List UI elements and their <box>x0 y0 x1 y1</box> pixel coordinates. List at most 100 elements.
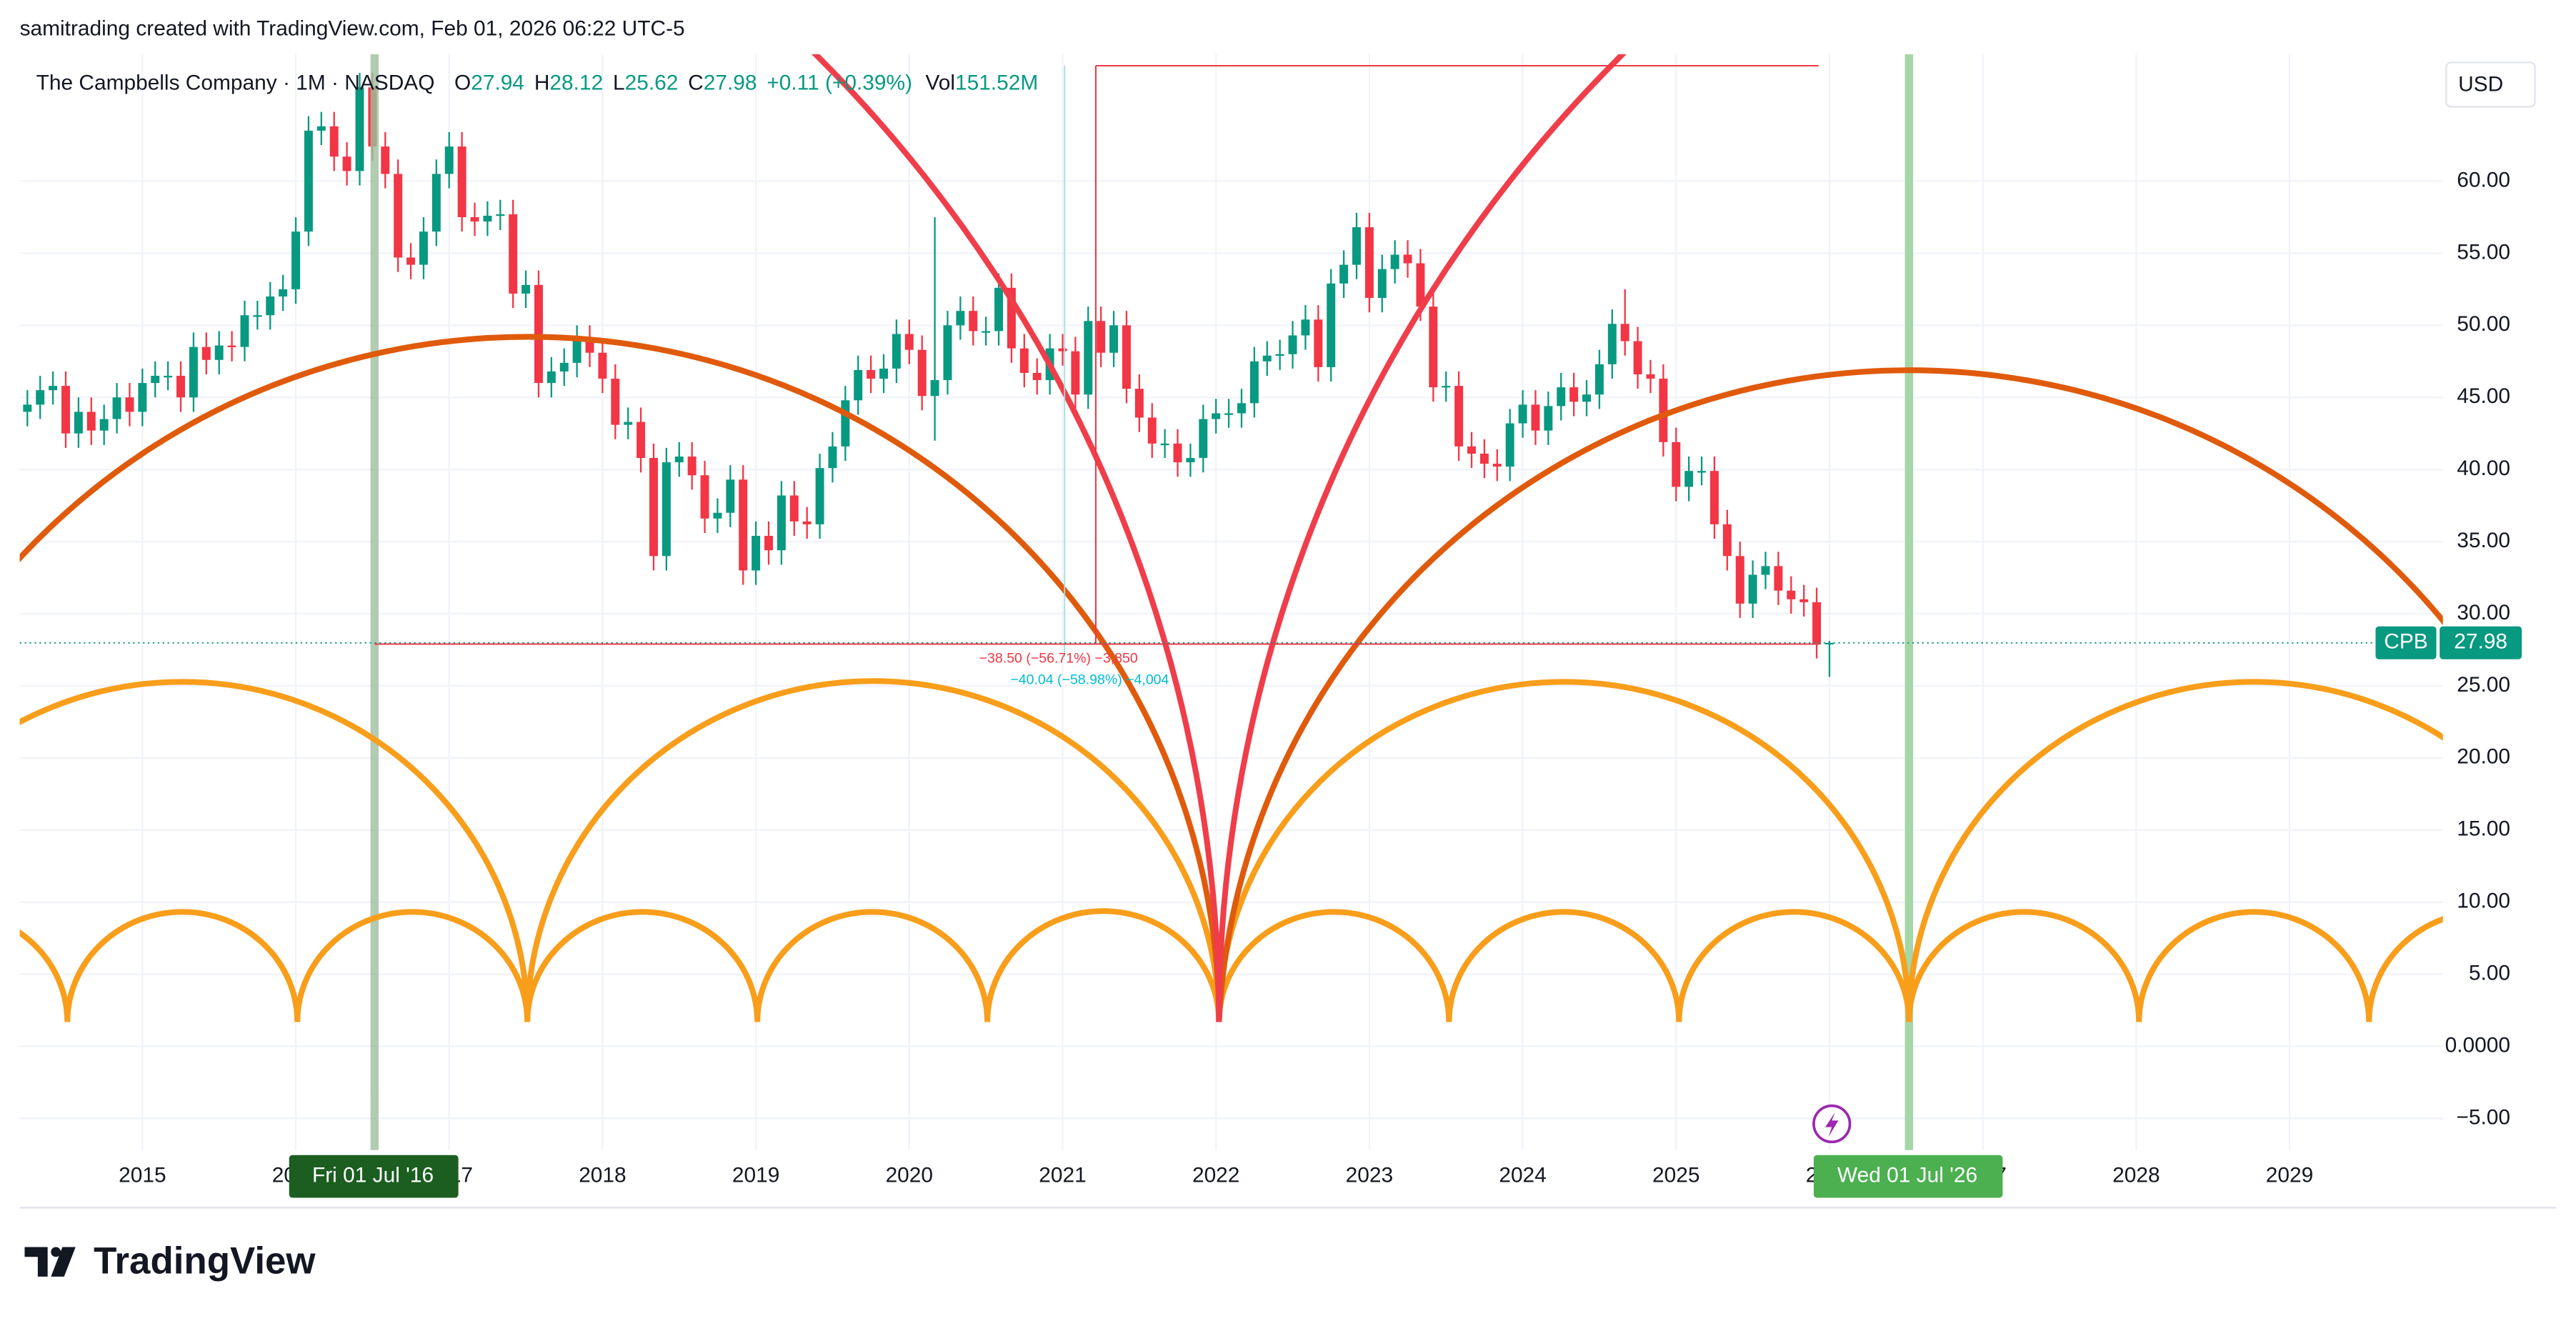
candle-body <box>1327 283 1336 367</box>
legend-key: O <box>454 71 471 94</box>
x-tick-label: 2024 <box>1499 1164 1546 1187</box>
candle-body <box>1019 348 1029 373</box>
candle-body <box>1032 372 1042 381</box>
candle-body <box>943 325 952 381</box>
candle-body <box>355 87 364 171</box>
candle-body <box>1442 386 1451 388</box>
y-tick-label: 0.0000 <box>2445 1033 2510 1057</box>
candle-body <box>1748 574 1757 604</box>
candle-body <box>189 347 198 398</box>
price-tag: CPB 27.98 <box>2375 626 2522 659</box>
price-tag-symbol: CPB <box>2384 630 2427 654</box>
logo-mark <box>24 1247 48 1277</box>
candle-body <box>201 347 211 360</box>
x-tick-label: 2018 <box>579 1164 626 1187</box>
candle-body <box>483 215 492 222</box>
legend-key: C <box>688 71 704 94</box>
candle-body <box>636 422 646 459</box>
candle-body <box>1339 264 1349 284</box>
candle-body <box>1761 566 1770 575</box>
candle-body <box>1824 642 1834 645</box>
candle-body <box>521 284 531 294</box>
candle-body <box>1787 590 1796 599</box>
candle-body <box>227 345 236 347</box>
date-label: Fri 01 Jul '16 <box>312 1164 434 1187</box>
legend-value: 27.98 <box>704 71 757 94</box>
y-tick-label: 35.00 <box>2457 529 2510 552</box>
date-label: Wed 01 Jul '26 <box>1837 1164 1977 1187</box>
y-tick-label: 25.00 <box>2457 673 2510 697</box>
candle-body <box>61 386 70 434</box>
logo: TradingView <box>24 1240 316 1282</box>
candle-body <box>1364 227 1374 298</box>
candle-body <box>828 446 837 469</box>
axes: −5.00 0.0000 5.00 10.00 15.00 20.00 25.00 30.00… <box>119 168 2510 1187</box>
currency-box[interactable] <box>2445 61 2536 108</box>
candle-body <box>854 369 863 401</box>
candle-body <box>1492 464 1502 467</box>
x-tick-label: 2029 <box>2266 1164 2313 1187</box>
candle-body <box>534 284 543 384</box>
candle-body <box>572 339 581 363</box>
candle-body <box>649 458 658 557</box>
x-tick-label: 2021 <box>1039 1164 1086 1187</box>
candle-body <box>36 390 45 405</box>
candle-body <box>1199 419 1208 459</box>
candle-body <box>739 479 748 571</box>
candle-body <box>1173 443 1182 463</box>
candle-body <box>1186 458 1195 463</box>
candle-body <box>815 468 824 524</box>
x-tick-label: 2025 <box>1652 1164 1699 1187</box>
candle-body <box>1722 524 1732 557</box>
price-tag-value-box <box>2440 626 2522 659</box>
grid <box>19 54 2443 1150</box>
candle-body <box>1097 321 1106 353</box>
candle-body <box>23 404 32 412</box>
candle-body <box>1275 354 1284 357</box>
candle-body <box>841 400 850 447</box>
y-tick-label: 60.00 <box>2457 168 2510 191</box>
candle-body <box>394 174 403 258</box>
x-tick-label: 2023 <box>1346 1164 1393 1187</box>
candle-body <box>1646 374 1655 379</box>
candle-body <box>1531 404 1540 431</box>
candle-body <box>1799 599 1809 602</box>
candle-body <box>917 349 927 397</box>
legend-change: +0.11 (+0.39%) <box>767 71 912 94</box>
candle-body <box>151 375 160 384</box>
candle-body <box>1467 446 1476 454</box>
x-tick-label: 2020 <box>886 1164 933 1187</box>
candle-body <box>1812 602 1822 644</box>
candle-body <box>1147 417 1157 444</box>
candle-body <box>1084 321 1093 395</box>
candle-body <box>266 296 275 316</box>
candle-body <box>1160 443 1169 446</box>
candle-body <box>611 379 620 425</box>
candle-body <box>624 422 633 425</box>
candle-body <box>1071 351 1080 395</box>
logo-mark <box>51 1247 76 1277</box>
candle-body <box>598 352 607 379</box>
candle-body <box>1774 566 1783 591</box>
candle-body <box>546 371 556 384</box>
candle-body <box>1314 319 1323 367</box>
logo-mark <box>51 1247 61 1257</box>
y-tick-label: 20.00 <box>2457 745 2510 769</box>
candle-body <box>419 231 428 265</box>
candle-body <box>1659 379 1668 442</box>
candle-body <box>687 457 697 476</box>
y-tick-label: 15.00 <box>2457 817 2510 841</box>
candle-body <box>1109 325 1119 353</box>
candle-body <box>99 419 109 431</box>
candle-body <box>444 146 454 174</box>
candle-body <box>406 257 416 265</box>
date-label-box <box>1813 1155 2003 1198</box>
candle-body <box>777 495 786 551</box>
x-tick-label: 2019 <box>732 1164 779 1187</box>
candle-body <box>1352 227 1361 265</box>
candle-body <box>1557 387 1566 407</box>
candle-body <box>125 397 134 412</box>
candle-body <box>138 383 147 412</box>
candle-body <box>1505 423 1514 467</box>
